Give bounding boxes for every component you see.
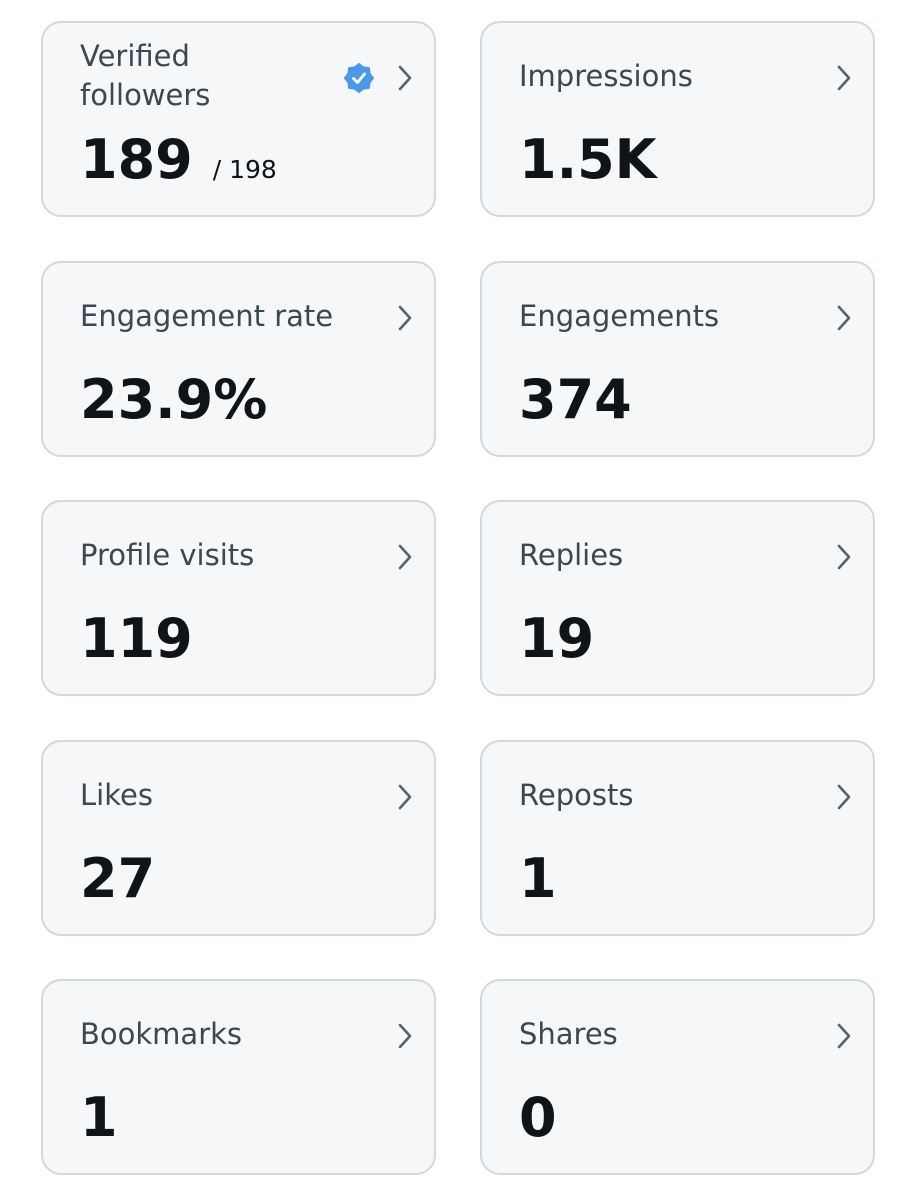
metric-value: 374 bbox=[519, 367, 632, 431]
metric-card[interactable]: Shares 0 bbox=[480, 979, 875, 1175]
metric-value: 189 / 198 bbox=[80, 129, 277, 201]
metric-value: 1.5K bbox=[519, 129, 657, 191]
chevron-icon bbox=[398, 65, 412, 91]
metric-value: 23.9% bbox=[80, 367, 268, 431]
chevron-icon bbox=[398, 1023, 412, 1049]
metric-number: 1 bbox=[519, 846, 557, 910]
metric-label: Engagement rate bbox=[80, 298, 334, 333]
metric-label: Bookmarks bbox=[80, 1017, 243, 1051]
metric-card[interactable]: Bookmarks 1 bbox=[41, 979, 436, 1175]
metric-number: 19 bbox=[519, 607, 595, 670]
chevron-icon bbox=[837, 1023, 851, 1049]
metric-value: 0 bbox=[519, 1087, 557, 1149]
metric-label: Likes bbox=[80, 777, 153, 812]
chevron-icon bbox=[837, 544, 851, 570]
metric-card[interactable]: Profile visits 119 bbox=[41, 500, 436, 696]
metric-label: Replies bbox=[519, 538, 624, 572]
metric-card[interactable]: Verified followers 189 / 198 bbox=[41, 21, 436, 217]
metric-label: Reposts bbox=[519, 777, 634, 812]
metric-value: 1 bbox=[519, 846, 557, 910]
metric-number: 119 bbox=[80, 607, 193, 670]
metric-number: 374 bbox=[519, 367, 632, 431]
metric-number: 27 bbox=[80, 846, 156, 910]
verified-badge bbox=[344, 63, 374, 93]
metric-card[interactable]: Replies 19 bbox=[480, 500, 875, 696]
metric-value: 119 bbox=[80, 608, 193, 670]
metric-label: Profile visits bbox=[80, 538, 255, 572]
metric-number: 1 bbox=[80, 1086, 118, 1149]
metric-card[interactable]: Engagements 374 bbox=[480, 260, 875, 457]
metric-number: 189 bbox=[80, 128, 193, 191]
chevron-icon bbox=[398, 784, 412, 809]
metric-label: Verified followers bbox=[80, 39, 211, 112]
chevron-icon bbox=[398, 305, 412, 330]
metric-number: 0 bbox=[519, 1086, 557, 1149]
chevron-icon bbox=[837, 305, 851, 330]
metric-value: 27 bbox=[80, 846, 156, 910]
metric-value: 1 bbox=[80, 1087, 118, 1149]
chevron-icon bbox=[398, 544, 412, 570]
metric-card[interactable]: Likes 27 bbox=[41, 739, 436, 936]
metric-label: Shares bbox=[519, 1017, 618, 1051]
metric-number: 1.5K bbox=[519, 128, 657, 191]
metric-card[interactable]: Engagement rate 23.9% bbox=[41, 260, 436, 457]
chevron-icon bbox=[837, 784, 851, 809]
metric-value: 19 bbox=[519, 608, 594, 670]
metric-card[interactable]: Reposts 1 bbox=[480, 739, 875, 936]
metric-label: Engagements bbox=[519, 298, 720, 333]
metric-total: / 198 bbox=[212, 155, 277, 184]
metric-card[interactable]: Impressions 1.5K bbox=[480, 21, 875, 217]
chevron-icon bbox=[837, 65, 851, 91]
metric-label: Impressions bbox=[519, 59, 693, 93]
metric-number: 23.9% bbox=[80, 367, 268, 431]
